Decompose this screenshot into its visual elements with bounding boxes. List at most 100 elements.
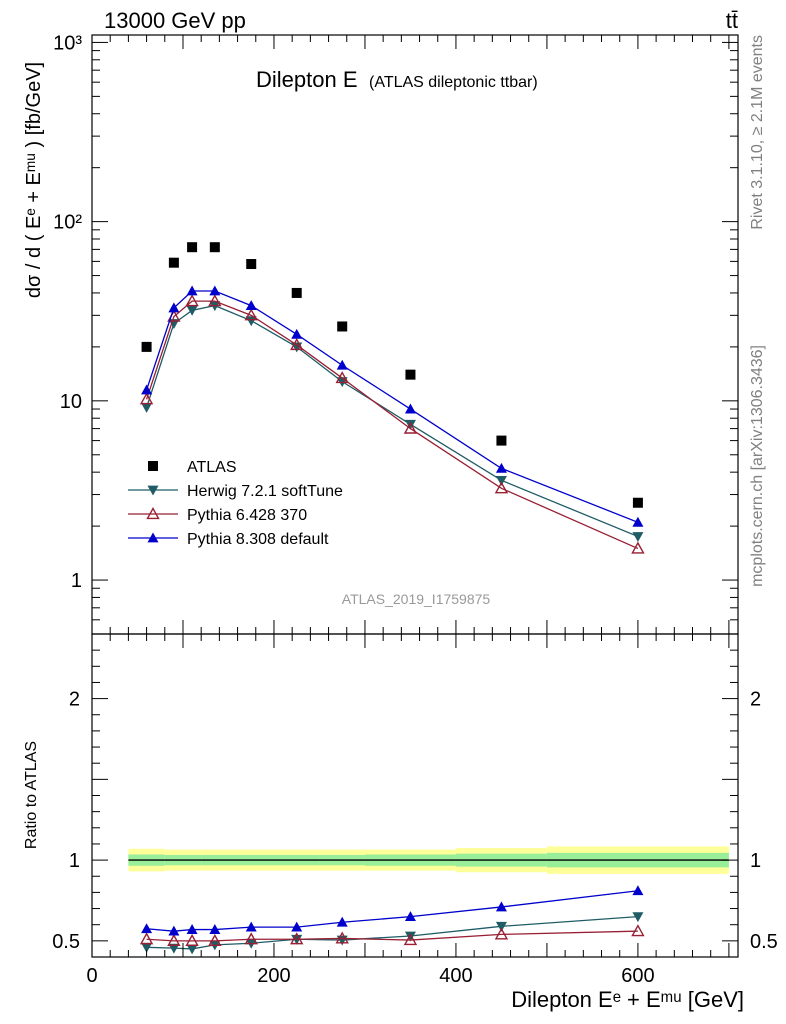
ratio-uncertainty-band [128,846,729,874]
axes-layer: 0 200 400 600 1 10 10² 10³ 0.5 0.5 1 1 2 2 [52,32,778,987]
ratio-point [631,924,645,937]
ratio-point [208,933,222,946]
x-tick-label: 600 [621,965,654,987]
data-point [168,302,180,313]
x-tick-label: 400 [439,965,472,987]
ratio-point [186,944,198,955]
series-pythia-8-308-default [141,285,644,527]
ratio-point [185,933,199,946]
legend-entry: ATLAS [148,459,237,476]
ratio-y-tick-label-left: 1 [69,850,80,872]
ratio-point [290,932,304,945]
data-point [336,359,348,370]
series-line [145,290,639,523]
legend-entry: Pythia 8.308 default [128,531,329,548]
x-axis-label: Dilepton Eᵉ + Eᵐᵘ [GeV] [511,987,744,1012]
data-point [139,392,154,405]
ratio-y-axis-label: Ratio to ATLAS [23,741,40,849]
data-point [495,475,507,486]
ratio-series-pythia-8-308-default [141,885,644,936]
legend-entry: Herwig 7.2.1 softTune [128,483,343,500]
ratio-point [245,921,257,932]
process-label: tt̄ [726,8,738,33]
data-point [631,541,645,554]
series-pythia-6-428-370 [139,294,645,554]
legend-label: Pythia 8.308 default [187,531,329,548]
legend-entry: Pythia 6.428 370 [128,507,307,524]
data-point [186,285,198,296]
ratio-point [632,912,644,923]
data-point [494,481,509,494]
y-tick-label: 1 [71,570,82,592]
data-point [291,328,303,339]
legend-label: Herwig 7.2.1 softTune [187,483,343,500]
ratio-point [335,931,349,944]
legend-marker [146,507,160,520]
ratio-panel-frame [91,633,739,958]
main-series-layer [139,242,645,554]
data-point [495,462,507,473]
data-point [335,371,349,384]
ratio-point [141,923,153,934]
ratio-series-layer [139,885,645,955]
data-point [632,516,644,527]
x-tick-label: 0 [86,965,97,987]
data-point [403,421,418,434]
data-point [291,287,302,298]
ratio-point [403,933,418,946]
ratio-y-tick-label-right: 1 [750,850,761,872]
data-point [337,321,348,332]
ratio-point [209,924,221,934]
data-point [187,242,198,253]
ratio-point [244,932,258,945]
rivet-version-label: Rivet 3.1.10, ≥ 2.1M events [749,35,766,230]
ratio-point [404,911,416,922]
data-point [632,532,644,542]
series-herwig-7-2-1-softtune [141,301,644,542]
ratio-line [146,930,638,942]
data-point [209,285,221,296]
data-point [141,384,153,395]
ratio-point [168,925,180,936]
legend: ATLAS Herwig 7.2.1 softTune Pythia 6.428 3… [128,459,343,548]
data-point [290,338,304,351]
ratio-y-tick-label-left: 2 [69,689,80,711]
ratio-point [336,916,348,927]
main-y-axis-label: dσ / d ( Eᵉ + Eᵐᵘ ) [fb/GeV] [23,62,45,298]
x-tick-label: 200 [257,965,290,987]
ratio-y-tick-label-left: 0.5 [52,931,80,953]
ratio-y-tick-label-right: 0.5 [750,931,778,953]
legend-label: ATLAS [187,459,237,476]
data-point [632,497,643,508]
ratio-point [495,921,507,932]
ratio-point [495,901,507,912]
y-tick-label: 10³ [53,32,82,54]
analysis-watermark: ATLAS_2019_I1759875 [342,591,491,607]
energy-label: 13000 GeV pp [104,8,246,33]
legend-label: Pythia 6.428 370 [187,507,307,524]
ratio-point [291,921,303,932]
ratio-point [141,942,153,953]
legend-marker [148,461,158,471]
data-point [404,403,416,414]
legend-marker [147,485,159,496]
data-point [244,308,258,321]
data-point [209,242,220,253]
series-atlas [141,242,643,508]
data-point [141,341,152,352]
data-point [168,257,179,268]
mcplots-label: mcplots.cern.ch [arXiv:1306.3436] [749,345,766,587]
data-point [496,435,507,446]
legend-marker [147,532,159,543]
data-point [245,316,257,327]
data-point [405,369,416,380]
data-point [246,259,257,270]
data-point [404,419,416,430]
data-point [185,294,199,307]
ratio-point [632,885,644,896]
ratio-line [146,890,638,932]
data-point [186,305,198,316]
ratio-y-tick-label-right: 2 [750,689,761,711]
ratio-series-pythia-6-428-370 [139,924,645,946]
